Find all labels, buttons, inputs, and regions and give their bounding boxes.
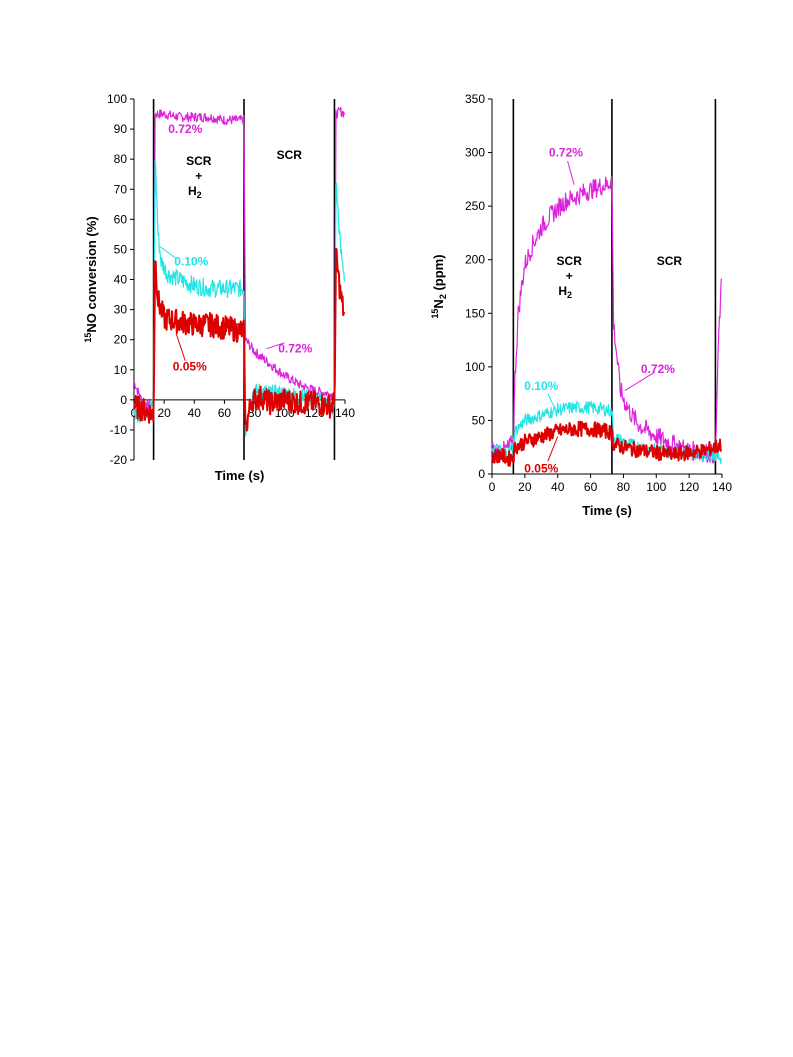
- region-label-h2: H2: [188, 184, 202, 200]
- annotation-label: 0.72%: [168, 122, 202, 136]
- y-tick-label: -10: [110, 423, 128, 437]
- y-tick-label: 60: [114, 212, 128, 226]
- x-tick-label: 140: [712, 480, 732, 494]
- y-tick-label: 30: [114, 303, 128, 317]
- y-tick-label: -20: [110, 453, 128, 467]
- region-label: +: [566, 269, 573, 283]
- chart-2: 0 50 100 150 200 250 300 350 0 20 40 60 80 100 120 140 S…: [430, 92, 732, 518]
- annotation-label: 0.72%: [641, 362, 675, 376]
- y-tick-label: 20: [114, 333, 128, 347]
- x-tick-label: 20: [518, 480, 532, 494]
- y-axis-title: 15N2 (ppm): [430, 254, 448, 318]
- x-tick-label: 40: [188, 406, 202, 420]
- x-tick-label: 0: [489, 480, 496, 494]
- region-label: SCR: [657, 254, 683, 268]
- y-tick-label: 90: [114, 122, 128, 136]
- y-tick-label: 350: [465, 92, 485, 106]
- y-tick-label: 200: [465, 253, 485, 267]
- annotation-label: 0.05%: [524, 462, 558, 476]
- y-axis-title: 15NO conversion (%): [83, 216, 99, 342]
- y-tick-label: 10: [114, 363, 128, 377]
- series-line-010: [133, 160, 345, 437]
- y-tick-label: 50: [472, 413, 486, 427]
- y-tick-label: 150: [465, 306, 485, 320]
- y-tick-label: 80: [114, 152, 128, 166]
- x-tick-label: 20: [157, 406, 171, 420]
- annotation-label: 0.05%: [173, 360, 207, 374]
- region-label: SCR: [277, 148, 303, 162]
- annotation-leader: [159, 246, 177, 259]
- annotation-leader: [547, 393, 555, 408]
- x-tick-label: 60: [218, 406, 232, 420]
- x-tick-label: 80: [617, 480, 631, 494]
- x-tick-label: 140: [335, 406, 355, 420]
- annotation-leader: [547, 436, 559, 462]
- y-tick-label: 50: [114, 242, 128, 256]
- x-tick-label: 100: [646, 480, 666, 494]
- annotation-leader: [175, 333, 186, 361]
- series-line-005: [133, 247, 346, 432]
- series-line-072: [491, 176, 722, 464]
- annotation-label: 0.10%: [524, 379, 558, 393]
- region-label-h2: H2: [558, 284, 572, 300]
- y-tick-label: 100: [465, 360, 485, 374]
- x-tick-label: 60: [584, 480, 598, 494]
- region-label: +: [195, 169, 202, 183]
- y-tick-label: 300: [465, 146, 485, 160]
- annotation-leader: [624, 371, 655, 391]
- region-label: SCR: [557, 254, 583, 268]
- annotation-label: 0.72%: [549, 146, 583, 160]
- annotation-leader: [266, 342, 285, 350]
- x-tick-label: 40: [551, 480, 565, 494]
- y-tick-label: 0: [478, 467, 485, 481]
- series-line-005: [491, 420, 723, 467]
- y-tick-label: 40: [114, 273, 128, 287]
- annotation-label: 0.72%: [278, 342, 312, 356]
- y-tick-label: 0: [120, 393, 127, 407]
- y-tick-label: 100: [107, 92, 127, 106]
- annotation-leader: [567, 161, 575, 185]
- series-line-072: [133, 106, 345, 410]
- annotation-label: 0.10%: [174, 254, 208, 268]
- region-label: SCR: [186, 154, 212, 168]
- x-tick-label: 120: [679, 480, 699, 494]
- x-axis-title: Time (s): [582, 503, 632, 518]
- y-tick-label: 70: [114, 182, 128, 196]
- x-axis-title: Time (s): [215, 468, 265, 483]
- y-tick-label: 250: [465, 199, 485, 213]
